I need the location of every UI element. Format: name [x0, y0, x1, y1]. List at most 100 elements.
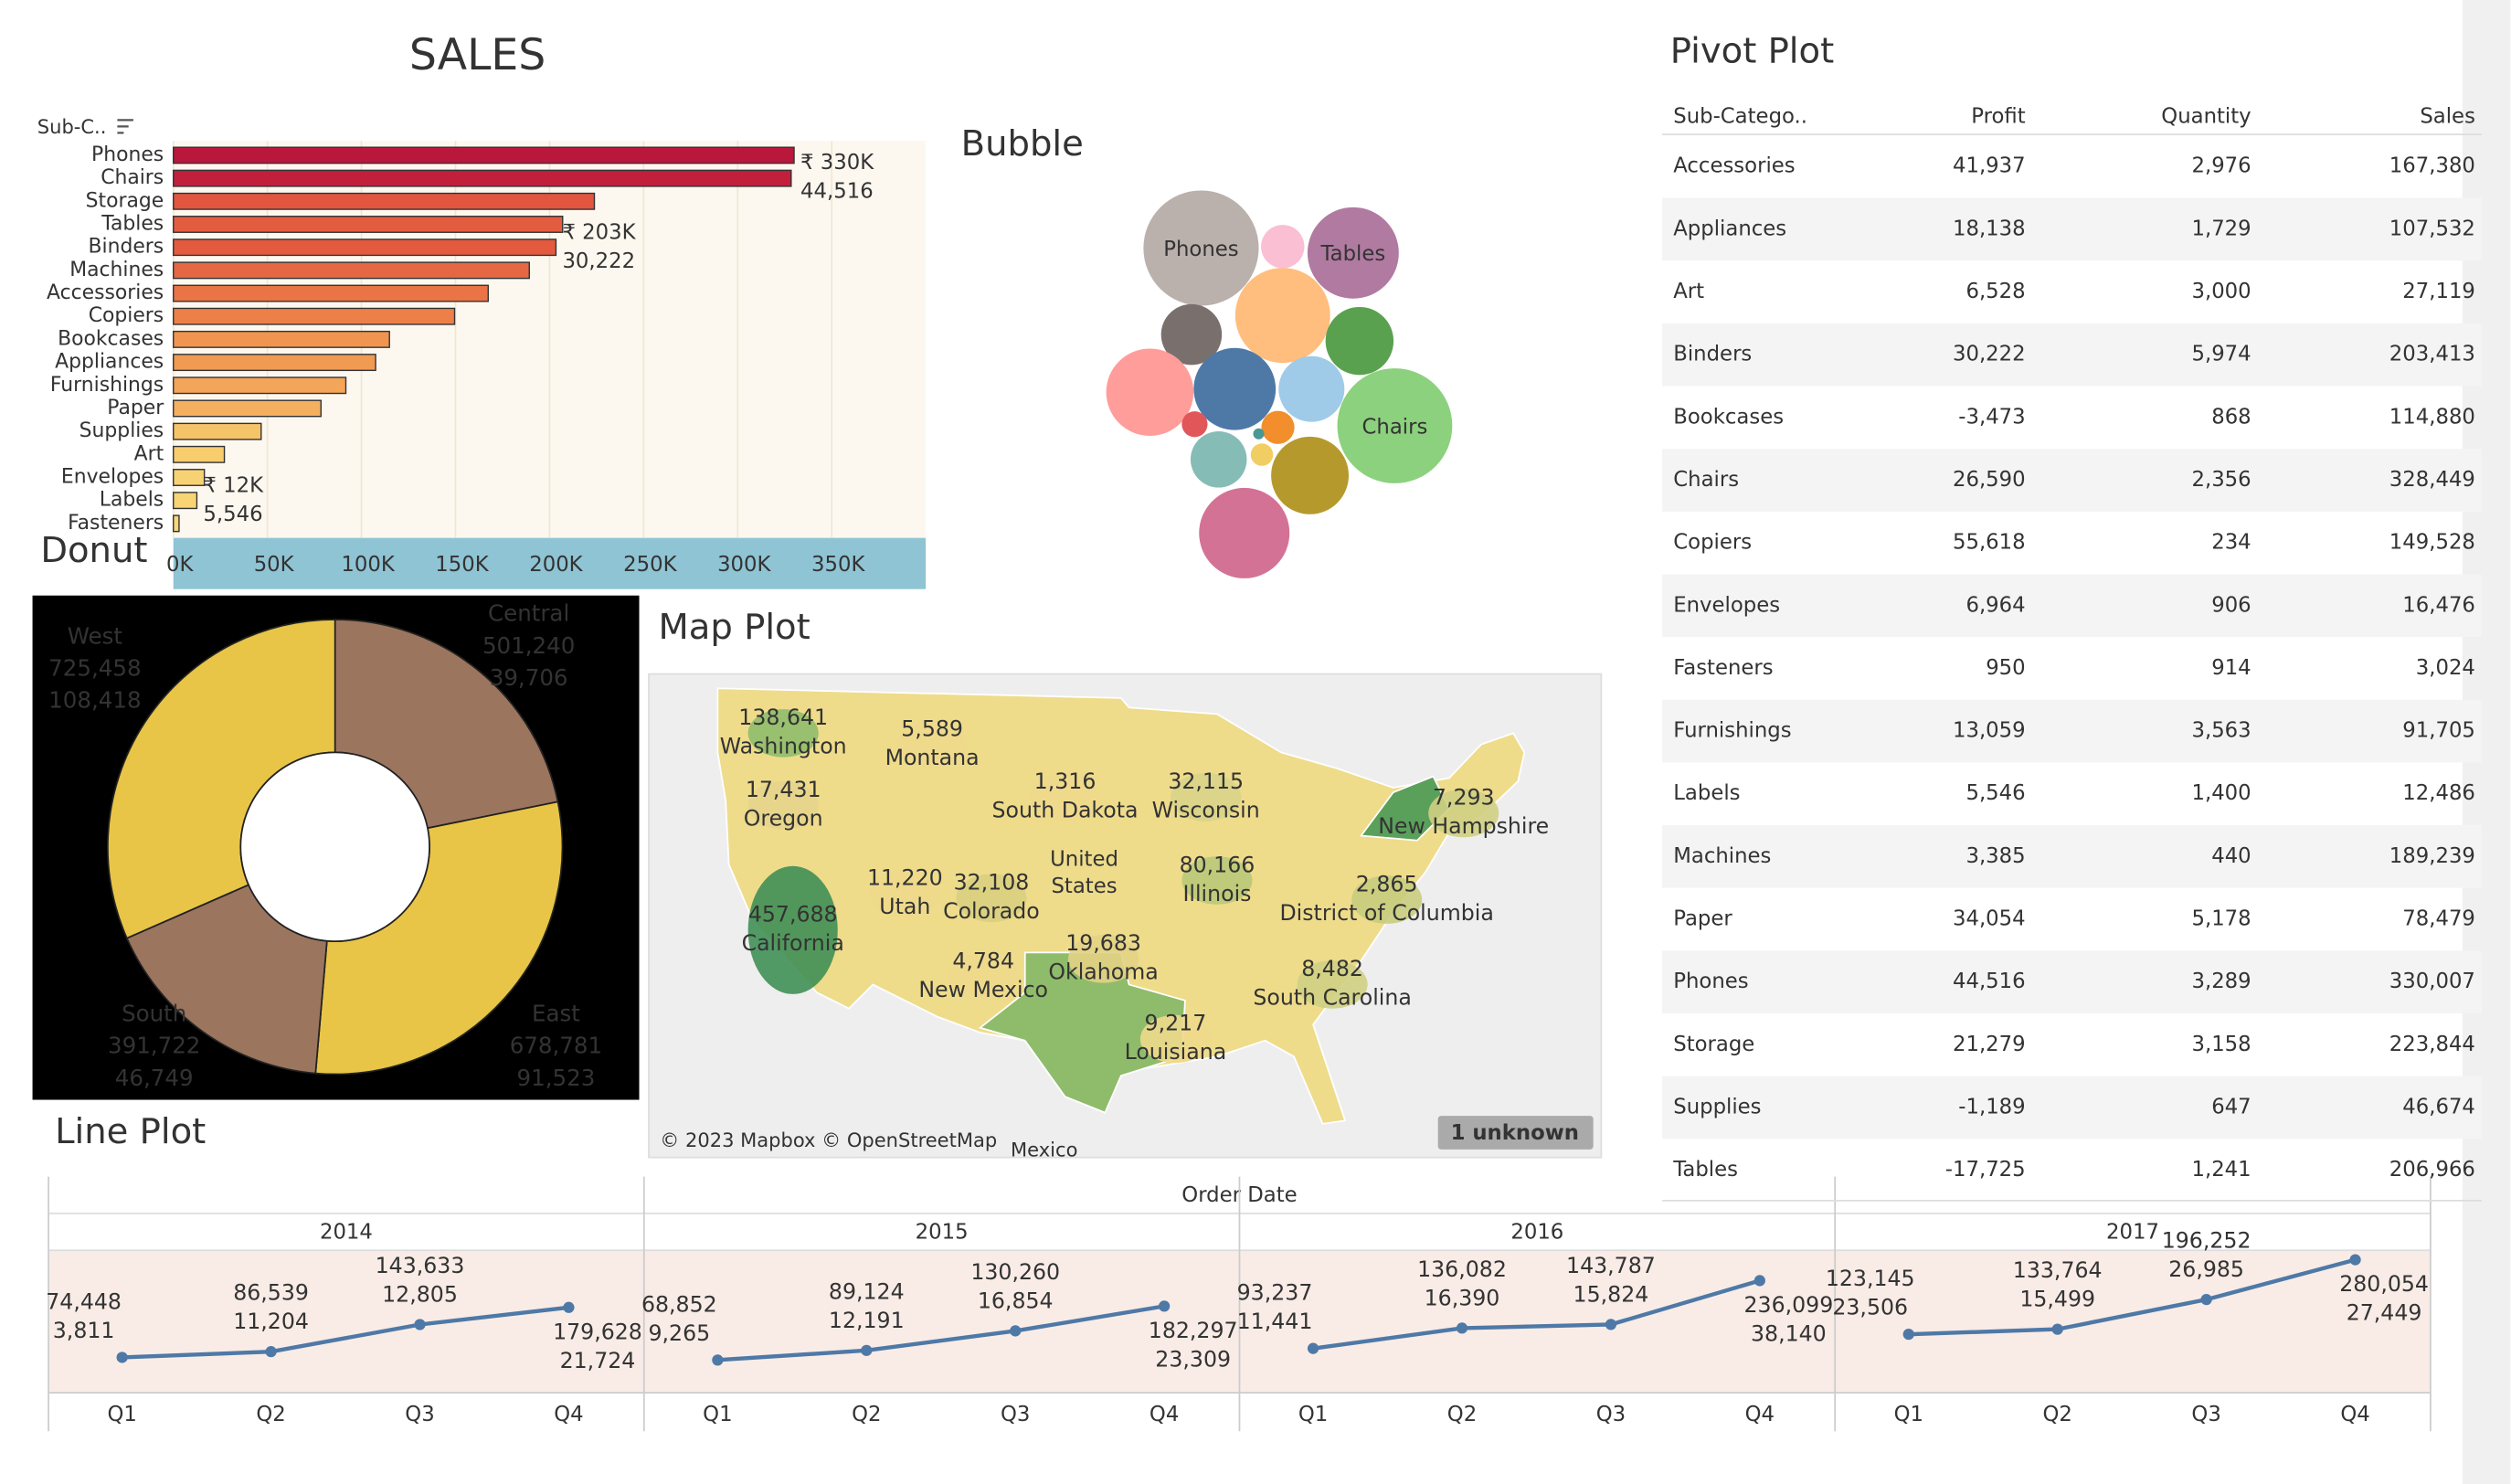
secondary-label: 12,805 — [382, 1281, 458, 1307]
y-tick-label: Accessories — [47, 281, 164, 304]
state-name: Colorado — [943, 898, 1040, 924]
state-shape — [747, 865, 838, 994]
value-label: ₹ 203K — [562, 220, 636, 244]
bubble — [1190, 431, 1247, 488]
state-name: Louisiana — [1125, 1039, 1227, 1065]
table-cell: 16,476 — [2402, 593, 2475, 617]
bar — [173, 216, 564, 233]
state-name: Washington — [720, 734, 847, 759]
attribution: © 2023 Mapbox © OpenStreetMap — [660, 1129, 997, 1151]
panel-header: 2016 — [1510, 1220, 1563, 1244]
point — [2200, 1294, 2212, 1306]
secondary-label: 38,140 — [1751, 1320, 1827, 1346]
place-label: States — [1051, 874, 1117, 898]
table-cell: 440 — [2211, 844, 2251, 868]
place-label: Mexico — [1011, 1139, 1077, 1161]
chart-title: Map Plot — [659, 607, 811, 648]
secondary-label: 44,516 — [800, 180, 874, 204]
x-tick-label: Q4 — [1150, 1403, 1179, 1426]
y-tick-label: Storage — [86, 189, 164, 212]
point — [265, 1346, 277, 1358]
point — [712, 1354, 724, 1366]
table-cell: 6,528 — [1965, 280, 2025, 303]
table-cell: 34,054 — [1953, 907, 2026, 931]
table-cell: 647 — [2211, 1095, 2251, 1118]
bar — [173, 330, 390, 348]
table-cell: Chairs — [1673, 468, 1739, 492]
bubble — [1143, 190, 1259, 306]
x-tick-label: Q1 — [703, 1403, 732, 1426]
table-cell: 167,380 — [2389, 154, 2475, 178]
state-value: 17,431 — [746, 777, 821, 802]
bar — [173, 261, 530, 280]
table-cell: Fasteners — [1673, 656, 1773, 680]
table-cell: Machines — [1673, 844, 1771, 868]
y-tick-label: Paper — [107, 397, 164, 419]
secondary-label: 15,499 — [2019, 1287, 2095, 1312]
secondary-label: 11,441 — [1237, 1309, 1313, 1334]
point — [1605, 1319, 1617, 1330]
line — [1908, 1257, 2357, 1337]
table-cell: Tables — [1672, 1158, 1738, 1182]
value-label: 280,054 — [2339, 1271, 2429, 1297]
state-value: 7,293 — [1433, 785, 1495, 811]
bubble-label: Phones — [1163, 238, 1238, 261]
secondary-label: 23,309 — [1155, 1346, 1231, 1372]
table-cell: 3,385 — [1965, 844, 2025, 868]
table-cell: 12,486 — [2402, 781, 2475, 805]
value-label: 68,852 — [641, 1291, 717, 1317]
table-cell: Art — [1673, 280, 1704, 303]
x-tick-label: 350K — [811, 553, 865, 577]
column-header: Sales — [2420, 104, 2475, 128]
state-name: Wisconsin — [1152, 798, 1260, 823]
slice-name: Central — [488, 600, 569, 627]
secondary-label: 9,265 — [648, 1320, 710, 1346]
table-cell: 914 — [2211, 656, 2251, 680]
point — [1159, 1300, 1171, 1312]
table-cell: 1,241 — [2191, 1158, 2251, 1182]
table-cell: 223,844 — [2389, 1033, 2475, 1056]
table-cell: 234 — [2211, 531, 2251, 555]
table-cell: 41,937 — [1953, 154, 2026, 178]
x-tick-label: Q1 — [1298, 1403, 1328, 1426]
point — [1307, 1342, 1319, 1354]
texas-shape — [978, 951, 1186, 1114]
state-name: Illinois — [1182, 881, 1251, 906]
table-cell: 206,966 — [2389, 1158, 2475, 1182]
table-cell: 5,546 — [1965, 781, 2025, 805]
bar — [173, 469, 206, 486]
row-band — [1661, 1076, 2482, 1140]
table-cell: 26,590 — [1953, 468, 2026, 492]
unknown-badge[interactable]: 1 unknown — [1451, 1121, 1579, 1145]
column-header: Profit — [1971, 104, 2025, 128]
bubble — [1325, 306, 1394, 376]
table-cell: 328,449 — [2389, 468, 2475, 492]
table-cell: -3,473 — [1958, 405, 2025, 429]
table-cell: 27,119 — [2402, 280, 2475, 303]
axis-band — [173, 537, 927, 589]
y-tick-label: Appliances — [55, 351, 164, 374]
column-header: Sub-Catego.. — [1673, 104, 1807, 128]
chart-title: Line Plot — [55, 1111, 206, 1152]
x-tick-label: 250K — [623, 553, 677, 577]
table-cell: 330,007 — [2389, 970, 2475, 993]
x-tick-label: Q3 — [1001, 1403, 1030, 1426]
state-shape — [1351, 875, 1423, 924]
table-cell: Paper — [1673, 907, 1732, 931]
bar — [173, 376, 347, 395]
value-label: 130,260 — [970, 1259, 1060, 1285]
bubble — [1253, 428, 1265, 440]
state-value: 4,784 — [952, 948, 1014, 973]
y-tick-label: Binders — [89, 236, 164, 259]
bubble — [1181, 411, 1208, 438]
table-cell: 6,964 — [1965, 593, 2025, 617]
point — [1753, 1275, 1765, 1287]
state-shape — [896, 720, 968, 768]
table-cell: -17,725 — [1945, 1158, 2026, 1182]
row-band — [1661, 323, 2482, 387]
table-cell: Labels — [1673, 781, 1740, 805]
bar — [173, 422, 262, 440]
y-tick-label: Labels — [100, 489, 164, 512]
table-cell: 1,729 — [2191, 217, 2251, 240]
point — [2349, 1254, 2361, 1266]
